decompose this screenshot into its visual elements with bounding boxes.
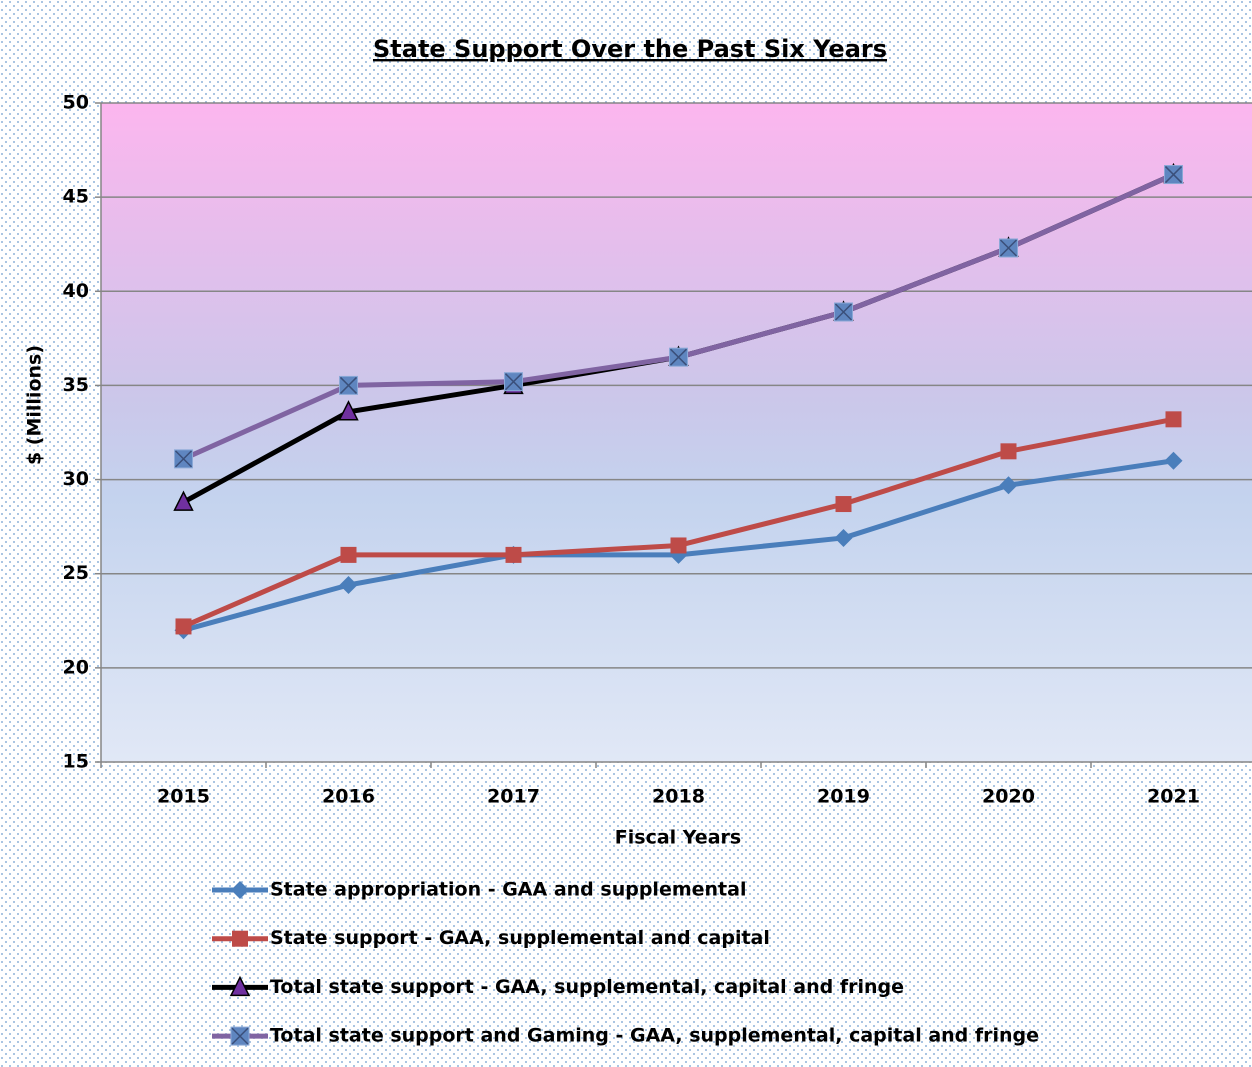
marker [339,375,358,395]
x-tick-label: 2020 [982,786,1035,808]
x-tick-label: 2016 [322,786,375,808]
marker [1000,443,1017,460]
series [174,165,1183,469]
y-tick-label: 15 [63,751,89,773]
marker-cross [1164,166,1183,184]
marker [999,476,1018,495]
marker [669,347,688,367]
x-tick-label: 2019 [817,786,870,808]
y-tick-label: 20 [63,656,89,678]
marker [231,881,249,899]
marker [229,975,251,997]
y-axis-label: $ (Millions) [24,345,46,465]
legend-item: Total state support and Gaming - GAA, su… [212,1025,1039,1047]
marker [340,546,357,563]
x-tick-label: 2015 [157,786,210,808]
marker [174,449,193,469]
marker-cross [231,1027,249,1045]
legend-label: Total state support - GAA, supplemental,… [270,976,904,998]
x-axis-label: Fiscal Years [615,827,741,849]
marker [339,576,358,595]
marker-cross [504,373,523,391]
marker [834,528,853,547]
marker [1164,451,1183,470]
y-tick-label: 25 [63,562,89,584]
marker-cross [174,450,193,468]
marker-cross [669,348,688,366]
marker [670,537,687,554]
marker [834,302,853,322]
legend-item: State appropriation - GAA and supplement… [212,879,746,901]
marker [1164,165,1183,185]
marker [175,618,192,635]
y-tick-label: 45 [63,186,89,208]
marker-cross [834,303,853,321]
x-tick-label: 2021 [1147,786,1200,808]
marker-cross [999,239,1018,257]
marker [1165,411,1182,428]
marker [505,546,522,563]
legend-item: Total state support - GAA, supplemental,… [212,975,904,998]
x-tick-label: 2017 [487,786,540,808]
series [175,411,1182,635]
y-tick-label: 40 [63,280,89,302]
legend-item: State support - GAA, supplemental and ca… [212,927,770,949]
legend-label: State appropriation - GAA and supplement… [270,879,746,901]
y-tick-label: 35 [63,374,89,396]
marker [232,930,248,947]
y-tick-label: 30 [63,468,89,490]
marker [338,400,359,421]
y-tick-label: 50 [63,92,89,114]
marker [835,496,852,513]
legend-label: State support - GAA, supplemental and ca… [270,927,770,949]
plot-area [101,103,1252,762]
marker [173,490,194,511]
legend-label: Total state support and Gaming - GAA, su… [270,1025,1039,1047]
chart-title: State Support Over the Past Six Years [373,35,887,63]
marker [504,372,523,392]
marker-cross [339,376,358,394]
x-tick-label: 2018 [652,786,705,808]
marker [230,1026,250,1046]
marker [999,238,1018,258]
